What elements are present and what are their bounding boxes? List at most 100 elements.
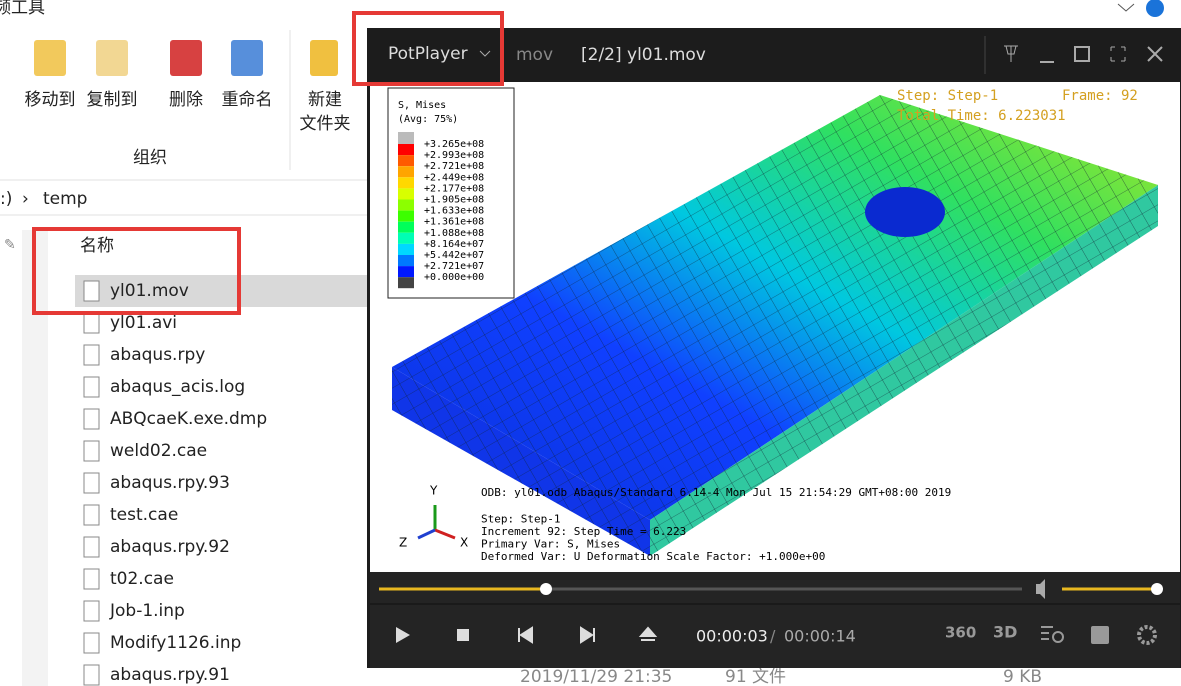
- time-separator: /: [770, 627, 776, 646]
- ribbon-icon[interactable]: [310, 40, 338, 76]
- next-button[interactable]: [580, 626, 595, 644]
- file-name[interactable]: Modify1126.inp: [110, 633, 241, 653]
- play-button[interactable]: [396, 627, 410, 643]
- odb-info: Deformed Var: U Deformation Scale Factor…: [481, 550, 825, 563]
- ribbon-icon[interactable]: [34, 40, 66, 76]
- selected-row: [75, 275, 367, 307]
- file-name[interactable]: test.cae: [110, 505, 178, 525]
- legend-swatch: [398, 221, 414, 233]
- file-name[interactable]: Job-1.inp: [109, 601, 185, 621]
- close-button[interactable]: [1147, 46, 1163, 62]
- legend-label: +3.265e+08: [424, 139, 484, 150]
- axis-y: Y: [429, 484, 438, 498]
- ribbon-icon[interactable]: [96, 40, 128, 76]
- file-icon: [83, 664, 100, 686]
- legend-subtitle: (Avg: 75%): [398, 114, 458, 125]
- file-icon: [83, 536, 100, 558]
- file-name[interactable]: ABQcaeK.exe.dmp: [110, 409, 267, 429]
- eject-button[interactable]: [638, 626, 658, 641]
- file-icon: [83, 504, 100, 526]
- legend-swatch: [398, 144, 414, 156]
- 3d-button[interactable]: 3D: [993, 623, 1017, 642]
- pin-button[interactable]: [1004, 45, 1018, 62]
- legend-swatch: [398, 210, 414, 222]
- ribbon-button[interactable]: 移动到: [25, 90, 76, 110]
- time-total: 00:00:14: [784, 627, 856, 646]
- ribbon-icon[interactable]: [170, 40, 202, 76]
- ribbon-button[interactable]: 新建: [308, 90, 342, 110]
- file-icon: [83, 280, 100, 302]
- highlight-box: [352, 11, 504, 86]
- ribbon-tab[interactable]: 频工具: [0, 0, 45, 18]
- file-type: 91 文件: [725, 667, 786, 686]
- legend-swatch: [398, 232, 414, 244]
- legend-label: +1.905e+08: [424, 195, 484, 206]
- legend-label: +2.177e+08: [424, 183, 484, 194]
- address-folder[interactable]: temp: [43, 189, 87, 209]
- legend-swatch: [398, 266, 414, 278]
- legend-swatch: [398, 188, 414, 200]
- file-icon: [83, 632, 100, 654]
- file-name[interactable]: yl01.mov: [110, 281, 189, 301]
- legend-label: +2.721e+07: [424, 261, 484, 272]
- mute-button[interactable]: [1036, 579, 1045, 599]
- collapse-ribbon[interactable]: [1117, 3, 1135, 12]
- file-name[interactable]: yl01.avi: [110, 313, 177, 333]
- legend-swatch: [398, 166, 414, 178]
- legend-swatch: [398, 277, 414, 289]
- ribbon-icon[interactable]: [231, 40, 263, 76]
- axis-x: X: [460, 536, 468, 550]
- legend-label: +0.000e+00: [424, 272, 484, 283]
- file-name[interactable]: abaqus.rpy.92: [110, 537, 230, 557]
- format: mov: [516, 45, 553, 65]
- ribbon-button[interactable]: 删除: [169, 90, 203, 110]
- file-icon: [83, 440, 100, 462]
- fem-model: [392, 95, 1158, 556]
- file-name[interactable]: abaqus.rpy.93: [110, 473, 230, 493]
- axis-z: Z: [399, 536, 407, 550]
- address-drive[interactable]: :): [0, 189, 12, 209]
- ribbon-button[interactable]: 复制到: [87, 90, 138, 110]
- file-name[interactable]: abaqus_acis.log: [110, 377, 245, 397]
- vr-button[interactable]: 360: [945, 624, 976, 642]
- column-header[interactable]: 名称: [80, 236, 114, 256]
- prev-button[interactable]: [518, 626, 533, 644]
- legend-label: +8.164e+07: [424, 239, 484, 250]
- stop-button[interactable]: [457, 629, 469, 641]
- file-name[interactable]: t02.cae: [110, 569, 174, 589]
- step-label: Step: Step-1: [897, 88, 998, 104]
- time-current: 00:00:03: [696, 627, 768, 646]
- svg-text:✎: ✎: [4, 237, 16, 253]
- file-name[interactable]: weld02.cae: [110, 441, 207, 461]
- ribbon-button[interactable]: 重命名: [222, 90, 273, 110]
- file-icon: [83, 472, 100, 494]
- maximize-button[interactable]: [1074, 46, 1090, 62]
- seek-handle[interactable]: [540, 583, 552, 595]
- legend-title: S, Mises: [398, 100, 446, 111]
- help-icon[interactable]: [1146, 0, 1164, 17]
- settings-button[interactable]: [1137, 625, 1157, 645]
- ribbon-button[interactable]: 文件夹: [300, 114, 351, 134]
- file-name[interactable]: abaqus.rpy: [110, 345, 205, 365]
- file-icon: [83, 344, 100, 366]
- svg-text:›: ›: [22, 189, 29, 209]
- frame-label: Frame: 92: [1062, 88, 1138, 104]
- playlist-button[interactable]: [1091, 626, 1109, 644]
- legend-swatch: [398, 199, 414, 211]
- brand-menu[interactable]: PotPlayer: [388, 44, 468, 64]
- window-title: [2/2] yl01.mov: [581, 45, 706, 65]
- legend-swatch: [398, 243, 414, 255]
- file-icon: [83, 568, 100, 590]
- file-icon: [83, 408, 100, 430]
- search-button[interactable]: [1041, 626, 1064, 643]
- legend-swatch: [398, 177, 414, 189]
- highlight-box: [32, 227, 241, 315]
- player: PotPlayer mov [2/2] yl01.mov Step: Step-…: [367, 28, 1181, 668]
- fullscreen-button[interactable]: [1110, 46, 1126, 62]
- odb-info: Primary Var: S, Mises: [481, 538, 620, 551]
- axis-triad: Y Z X: [399, 484, 468, 550]
- file-name[interactable]: abaqus.rpy.91: [110, 665, 230, 685]
